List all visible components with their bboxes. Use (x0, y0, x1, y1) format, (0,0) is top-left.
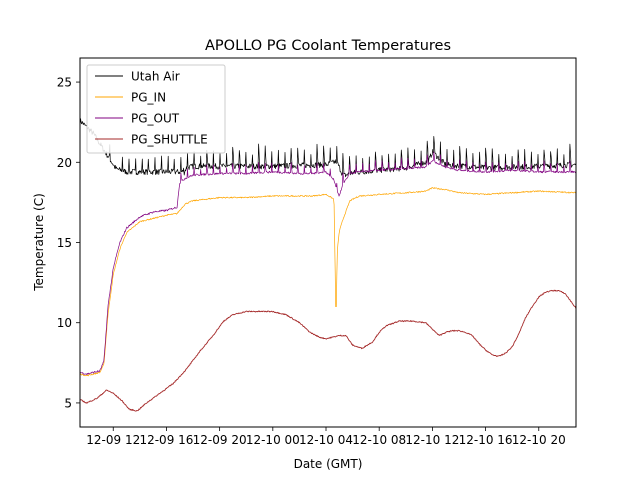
legend-entry-label: PG_OUT (131, 112, 180, 126)
x-tick-label: 12-10 08 (352, 433, 406, 447)
x-tick-label: 12-10 20 (512, 433, 566, 447)
y-axis: 5 10 15 20 25 (57, 76, 80, 410)
x-tick-label: 12-10 16 (459, 433, 513, 447)
chart-title: APOLLO PG Coolant Temperatures (205, 38, 451, 54)
series-line-pg-in (80, 187, 576, 377)
x-axis: 12-09 12 12-09 16 12-09 20 12-10 00 12-10 04… (86, 427, 566, 447)
y-tick-label: 10 (57, 316, 72, 330)
x-tick-label: 12-10 04 (299, 433, 353, 447)
y-tick-label: 20 (57, 156, 72, 170)
legend-entry-label: Utah Air (131, 70, 180, 84)
x-tick-label: 12-09 16 (139, 433, 193, 447)
legend: Utah Air PG_IN PG_OUT PG_SHUTTLE (86, 64, 226, 154)
x-tick-label: 12-09 12 (86, 433, 140, 447)
y-tick-label: 5 (64, 396, 72, 410)
x-tick-label: 12-10 00 (246, 433, 300, 447)
legend-entry-label: PG_SHUTTLE (131, 133, 208, 147)
x-tick-label: 12-10 12 (405, 433, 459, 447)
x-axis-label: Date (GMT) (294, 457, 363, 471)
y-tick-label: 25 (57, 76, 72, 90)
series-line-pg-out (80, 151, 576, 375)
legend-box (86, 64, 226, 154)
y-axis-label: Temperature (C) (32, 193, 46, 292)
x-tick-label: 12-09 20 (193, 433, 247, 447)
legend-entry-label: PG_IN (131, 91, 166, 105)
y-tick-label: 15 (57, 236, 72, 250)
series-layer (80, 118, 576, 412)
series-line-pg-shuttle (80, 289, 576, 412)
